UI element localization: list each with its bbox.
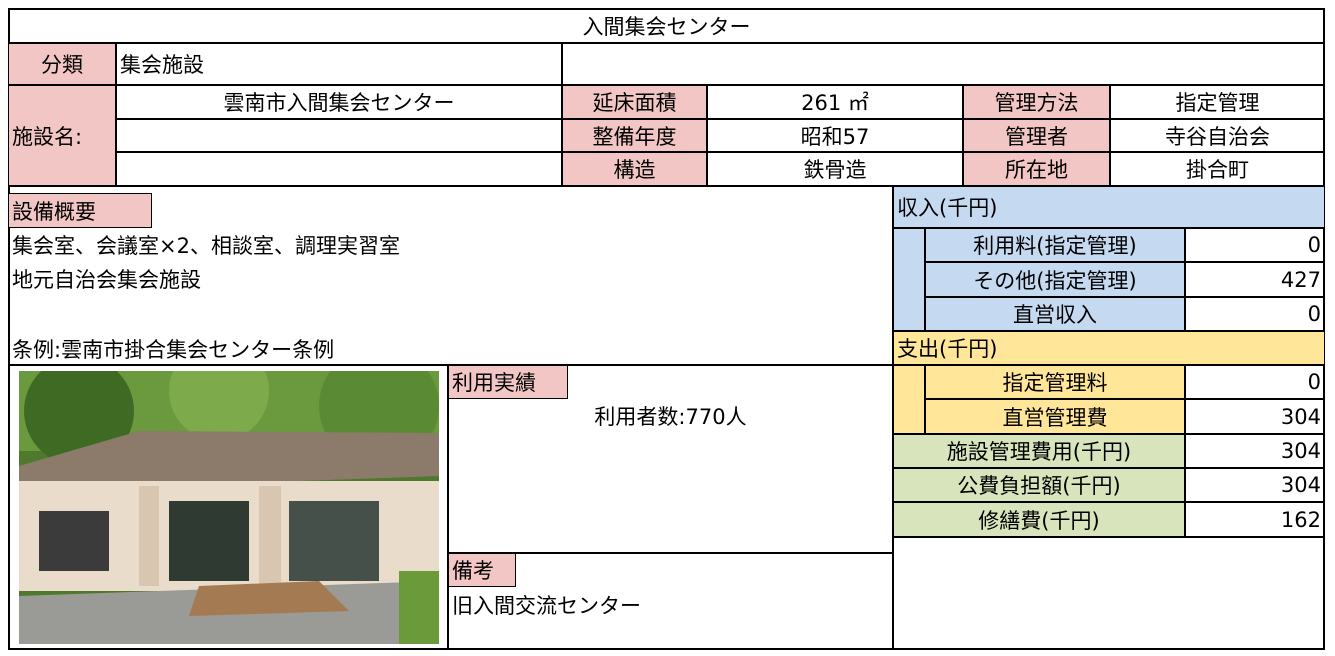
label: 設備概要 [8, 193, 152, 228]
item-value: 427 [1185, 262, 1325, 297]
value: 昭和57 [707, 119, 963, 152]
value: 寺谷自治会 [1110, 119, 1325, 152]
label: 所在地 [963, 152, 1110, 186]
value: 集会施設 [116, 43, 562, 85]
empty-cell [562, 43, 1325, 85]
text-line: 集会室、会議室×2、相談室、調理実習室 [12, 234, 400, 258]
label: 構造 [562, 152, 707, 186]
usage-text: 利用者数:770人 [594, 405, 747, 429]
value: 指定管理 [1110, 85, 1325, 119]
item-label: 直営収入 [925, 297, 1185, 331]
value: 掛合町 [1110, 152, 1325, 186]
label: 分類 [8, 43, 116, 85]
label: 備考 [448, 553, 516, 587]
label: 利用実績 [448, 365, 568, 399]
total-label: 公費負担額(千円) [893, 468, 1185, 502]
item-label: 利用料(指定管理) [925, 228, 1185, 262]
photo [19, 371, 439, 644]
text-line: 地元自治会集会施設 [12, 268, 201, 292]
total-value: 162 [1185, 502, 1325, 537]
income-header: 収入(千円) [893, 186, 1325, 228]
remarks-section [448, 553, 893, 650]
total-value: 304 [1185, 468, 1325, 502]
indent [893, 228, 925, 331]
empty-cell [116, 152, 562, 186]
expense-header: 支出(千円) [893, 331, 1325, 365]
empty-cell [116, 119, 562, 152]
label: 施設名: [8, 85, 116, 186]
equipment-section [8, 186, 893, 365]
value: 雲南市入間集会センター [116, 85, 562, 119]
value: 鉄骨造 [707, 152, 963, 186]
text-line: 条例:雲南市掛合集会センター条例 [12, 338, 335, 362]
remarks-text: 旧入間交流センター [452, 594, 641, 618]
item-label: 指定管理料 [925, 365, 1185, 399]
item-value: 304 [1185, 399, 1325, 434]
label: 整備年度 [562, 119, 707, 152]
label: 管理方法 [963, 85, 1110, 119]
empty-cell [893, 537, 1325, 650]
total-label: 施設管理費用(千円) [893, 434, 1185, 468]
usage-section [448, 365, 893, 553]
photo-cell [8, 365, 448, 650]
item-label: 直営管理費 [925, 399, 1185, 434]
total-value: 304 [1185, 434, 1325, 468]
value: 261 ㎡ [707, 85, 963, 119]
total-label: 修繕費(千円) [893, 502, 1185, 537]
label: 管理者 [963, 119, 1110, 152]
item-value: 0 [1185, 228, 1325, 262]
item-value: 0 [1185, 297, 1325, 331]
indent [893, 365, 925, 434]
label: 延床面積 [562, 85, 707, 119]
item-value: 0 [1185, 365, 1325, 399]
item-label: その他(指定管理) [925, 262, 1185, 297]
title: 入間集会センター [8, 8, 1325, 43]
